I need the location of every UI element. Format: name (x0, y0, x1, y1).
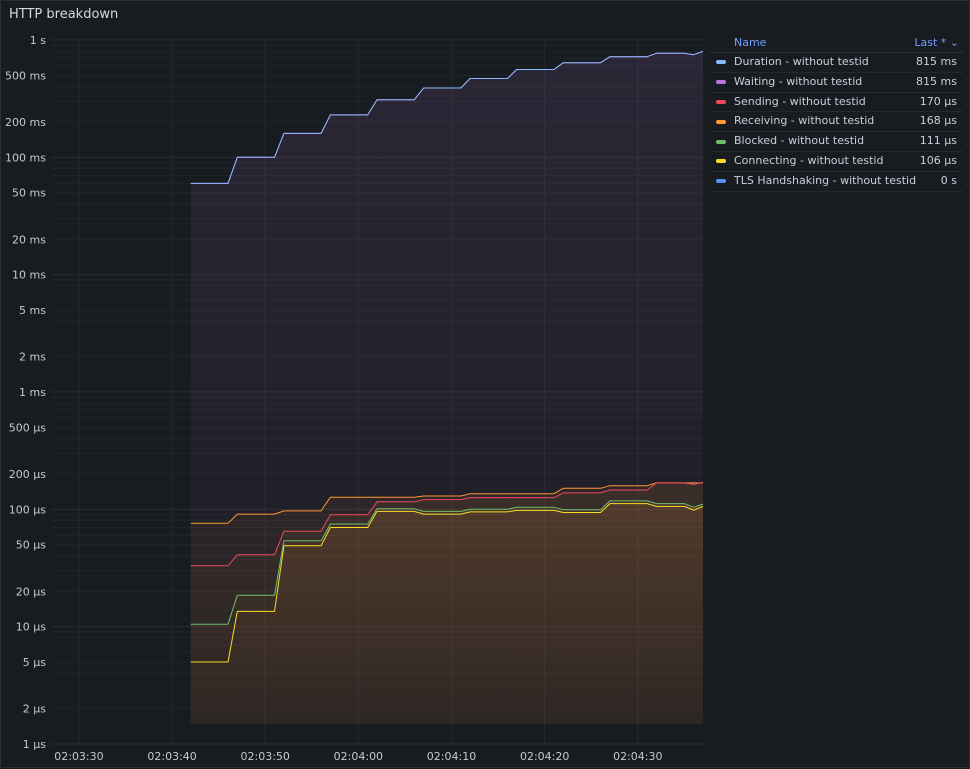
legend-item-value: 111 µs (919, 134, 957, 148)
series-line (190, 50, 704, 184)
legend-header: Name Last * ⌄ (710, 33, 963, 53)
legend-item[interactable]: Connecting - without testid 106 µs (710, 152, 963, 172)
y-tick-label: 500 µs (9, 421, 46, 434)
y-tick-label: 50 µs (16, 539, 46, 552)
legend-swatch-icon (716, 179, 726, 184)
y-tick-label: 500 ms (5, 69, 46, 82)
y-tick-label: 200 µs (9, 468, 46, 481)
x-tick-label: 02:03:40 (147, 750, 196, 763)
y-tick-label: 1 s (30, 34, 46, 47)
y-tick-label: 100 ms (5, 151, 46, 164)
series-areas (190, 51, 703, 724)
legend-item-value: 170 µs (919, 94, 957, 108)
y-tick-label: 200 ms (5, 116, 46, 129)
legend-swatch-icon (716, 60, 726, 65)
chart-svg[interactable]: 1 s 500 ms 200 ms 100 ms 50 ms 20 ms 10 ms 5 ms… (1, 1, 706, 769)
panel-title[interactable]: HTTP breakdown (9, 7, 119, 22)
y-tick-label: 5 µs (23, 656, 46, 669)
legend-item[interactable]: TLS Handshaking - without testid 0 s (710, 172, 963, 192)
series-line (190, 482, 703, 524)
y-tick-label: 20 ms (12, 233, 46, 246)
legend-swatch-icon (716, 80, 726, 85)
legend-item-label: Connecting - without testid (734, 153, 884, 167)
series-area (190, 503, 703, 724)
x-axis: 02:03:30 02:03:40 02:03:50 02:04:00 02:04:10… (54, 750, 662, 763)
legend-item-value: 0 s (940, 173, 957, 187)
legend-item-label: Duration - without testid (734, 55, 869, 68)
x-tick-label: 02:04:30 (613, 750, 662, 763)
legend-name-header[interactable]: Name (734, 36, 767, 49)
x-tick-label: 02:04:10 (427, 750, 476, 763)
legend-swatch-icon (716, 119, 726, 124)
y-tick-label: 5 ms (19, 304, 46, 317)
series-lines (190, 50, 704, 663)
legend-item-value: 106 µs (919, 153, 957, 167)
x-tick-label: 02:04:00 (334, 750, 383, 763)
series-line (190, 481, 704, 567)
y-tick-label: 1 µs (23, 738, 46, 751)
legend: Name Last * ⌄ Duration - without testid 8… (710, 33, 963, 192)
legend-item[interactable]: Waiting - without testid 815 ms (710, 73, 963, 93)
legend-item-label: Receiving - without testid (734, 114, 875, 128)
legend-swatch-icon (716, 139, 726, 144)
legend-last-sort-header[interactable]: Last * ⌄ (914, 36, 959, 49)
y-tick-label: 2 ms (19, 351, 46, 364)
x-tick-label: 02:03:50 (241, 750, 290, 763)
y-tick-label: 10 µs (16, 621, 46, 634)
y-tick-label: 100 µs (9, 503, 46, 516)
legend-swatch-icon (716, 99, 726, 104)
y-tick-label: 50 ms (12, 187, 46, 200)
y-tick-label: 2 µs (23, 703, 46, 716)
series-line (190, 500, 704, 625)
y-tick-label: 10 ms (12, 269, 46, 282)
x-tick-label: 02:04:20 (520, 750, 569, 763)
legend-item[interactable]: Blocked - without testid 111 µs (710, 132, 963, 152)
legend-item-label: Waiting - without testid (734, 74, 863, 88)
legend-item[interactable]: Duration - without testid 815 ms (710, 53, 963, 73)
legend-item-value: 815 ms (916, 74, 957, 88)
series-line (190, 503, 704, 663)
legend-item-label: TLS Handshaking - without testid (734, 173, 917, 187)
x-tick-label: 02:03:30 (54, 750, 103, 763)
legend-item-value: 815 ms (916, 55, 957, 68)
legend-item-label: Blocked - without testid (734, 134, 865, 148)
legend-swatch-icon (716, 159, 726, 164)
y-axis: 1 s 500 ms 200 ms 100 ms 50 ms 20 ms 10 ms 5 ms… (5, 34, 46, 751)
legend-item-label: Sending - without testid (734, 94, 866, 108)
legend-item[interactable]: Sending - without testid 170 µs (710, 93, 963, 113)
legend-item-value: 168 µs (919, 114, 957, 128)
y-tick-label: 1 ms (19, 386, 46, 399)
legend-item[interactable]: Receiving - without testid 168 µs (710, 112, 963, 133)
legend-rows: Duration - without testid 815 ms Waiting -… (710, 53, 963, 192)
y-tick-label: 20 µs (16, 585, 46, 598)
